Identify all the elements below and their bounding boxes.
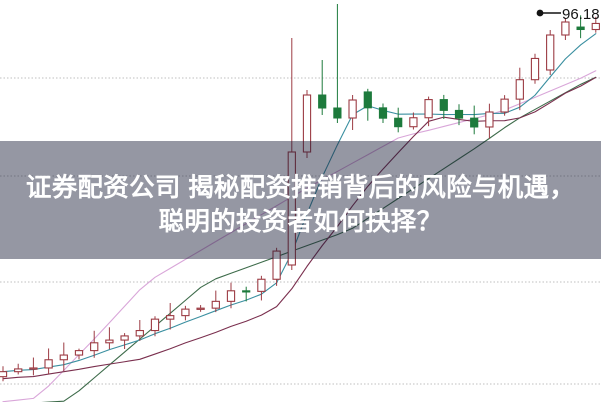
svg-text:96.18: 96.18 [562,6,600,23]
